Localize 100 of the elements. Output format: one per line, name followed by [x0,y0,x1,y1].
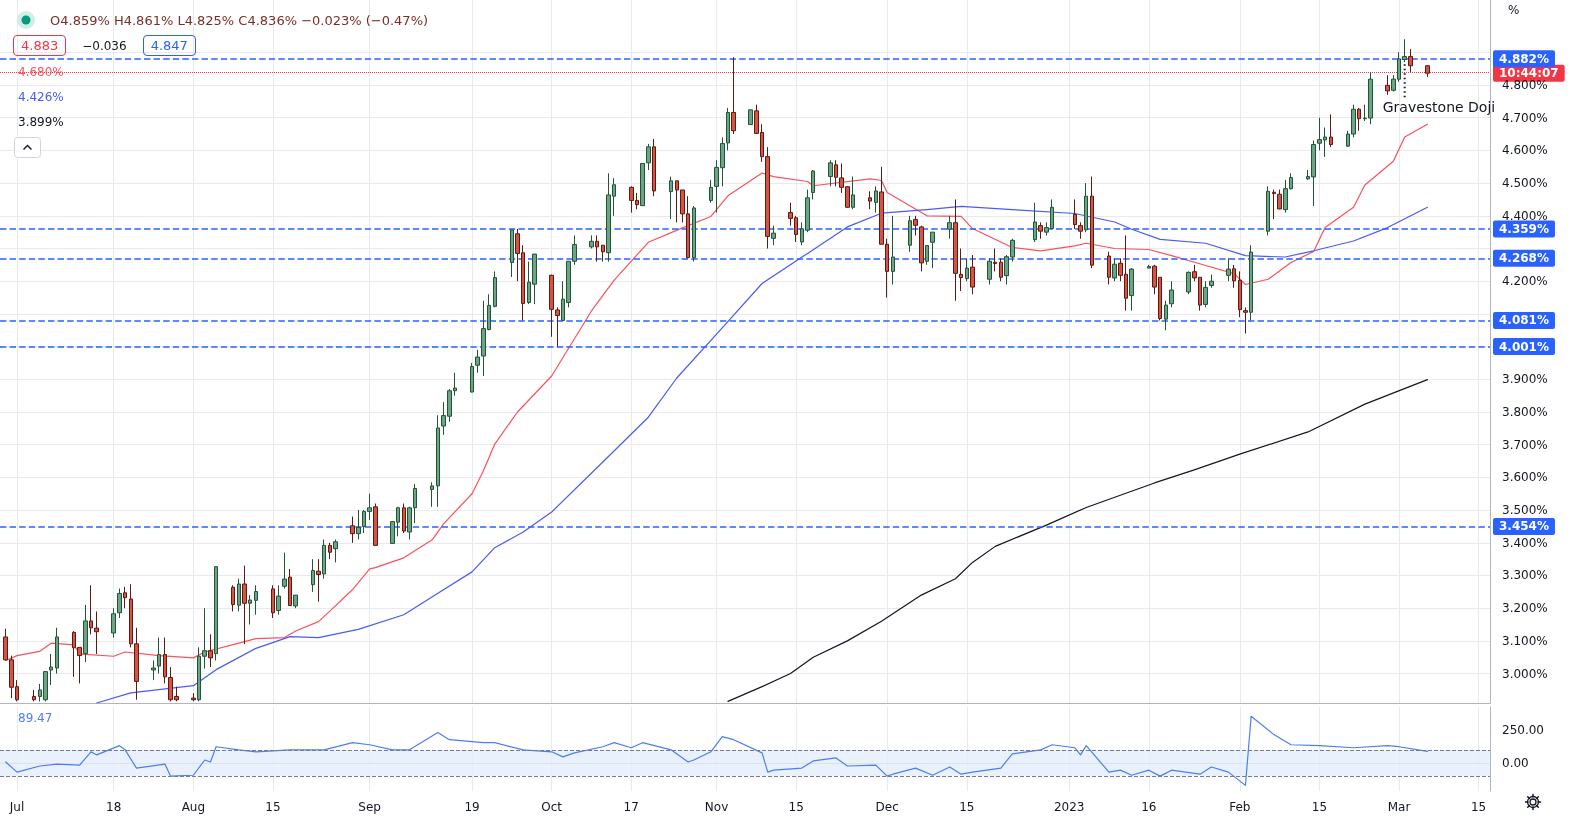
candlestick [510,229,514,278]
candlestick [1385,74,1390,96]
y-tick-label: 3.000% [1502,666,1548,681]
candlestick [191,692,196,702]
candlestick [208,633,213,668]
candlestick [1357,107,1361,132]
y-tick-label: 4.400% [1502,208,1548,223]
candlestick [1203,280,1208,308]
candlestick [316,558,321,603]
candlestick [925,244,929,266]
candlestick [748,109,753,126]
candlestick [1078,221,1083,240]
x-tick-label: 19 [464,800,480,814]
candlestick [157,637,161,675]
x-tick-label: 15 [959,800,975,814]
candlestick [1186,270,1191,295]
candlestick [293,594,298,609]
annotation: 89.47 [18,711,53,725]
candlestick [771,225,776,246]
candlestick [965,257,969,282]
candlestick [111,607,116,639]
x-tick-label: Mar [1387,800,1411,814]
candlestick [1232,264,1236,289]
candlestick [1073,198,1077,230]
candlestick [436,414,440,508]
x-tick-label: 15 [788,800,804,814]
candlestick [163,637,167,684]
candlestick [947,215,952,240]
y-tick-label: 3.400% [1502,535,1548,550]
candlestick [151,659,156,681]
y-tick-label: 3.200% [1502,601,1548,616]
ref-line-label: 4.882% [1499,51,1549,66]
text: 10:44:07 [1499,66,1559,81]
ref-line-label: 4.081% [1499,313,1549,328]
candlestick [1033,202,1037,243]
candlestick [214,566,218,661]
y-tick-label: 3.300% [1502,568,1548,583]
candlestick [288,568,292,607]
candlestick [1408,48,1413,73]
candlestick [1038,221,1043,240]
candlestick [908,215,912,253]
candlestick [999,257,1003,282]
candlestick [970,254,975,295]
candlestick [1243,306,1248,335]
candlestick [1277,189,1282,210]
candlestick [589,234,594,249]
candlestick [328,542,332,560]
candlestick [493,270,497,308]
candlestick [117,588,122,619]
annotation: 4.883 [13,35,67,56]
candlestick [470,362,474,393]
candlestick [811,169,815,200]
candlestick [1226,257,1231,282]
y-tick-label: 250.00 [1502,723,1544,738]
annotation: 4.426% [18,90,64,104]
ref-line-label: 4.001% [1499,339,1549,354]
candlestick [430,481,434,508]
candlestick [311,558,315,593]
candlestick [652,138,656,197]
x-tick-label: Jul [8,800,25,814]
candlestick [953,198,958,302]
x-tick-label: 15 [1311,800,1328,814]
candlestick [874,185,878,214]
candlestick [123,586,127,609]
candlestick [1147,264,1151,269]
candlestick [83,604,88,663]
candlestick [1169,280,1174,308]
y-tick-label: 4.700% [1502,110,1548,125]
candlestick [254,584,258,616]
candlestick [669,176,673,220]
candlestick [231,584,235,612]
y-tick-label: 4.500% [1502,176,1548,191]
y-tick-label: 3.800% [1502,404,1548,419]
line-series [5,715,1429,786]
candlestick [356,509,361,541]
candlestick [248,594,252,626]
candlestick [731,56,736,135]
candlestick [32,689,36,702]
x-tick-label: 15 [1470,800,1487,814]
candlestick [868,190,872,210]
candlestick [1425,64,1430,78]
candlestick [271,584,275,619]
candlestick [322,539,326,580]
candlestick [1266,185,1270,236]
x-tick-label: 18 [106,800,122,814]
y-axis-title: % [1508,3,1520,17]
candlestick [1107,251,1111,285]
y-tick-label: 3.900% [1502,372,1548,387]
candlestick [987,257,992,285]
candlestick [1329,113,1333,148]
candlestick [601,244,605,263]
candlestick [959,248,963,292]
candlestick [828,159,833,187]
line-series [727,379,1429,702]
x-tick-label: Sep [358,800,381,814]
candlestick [1209,274,1214,289]
candlestick [692,205,696,263]
candlestick [237,578,241,612]
annotation: Gravestone Doji [1382,99,1496,116]
x-tick-label: Feb [1229,800,1251,814]
